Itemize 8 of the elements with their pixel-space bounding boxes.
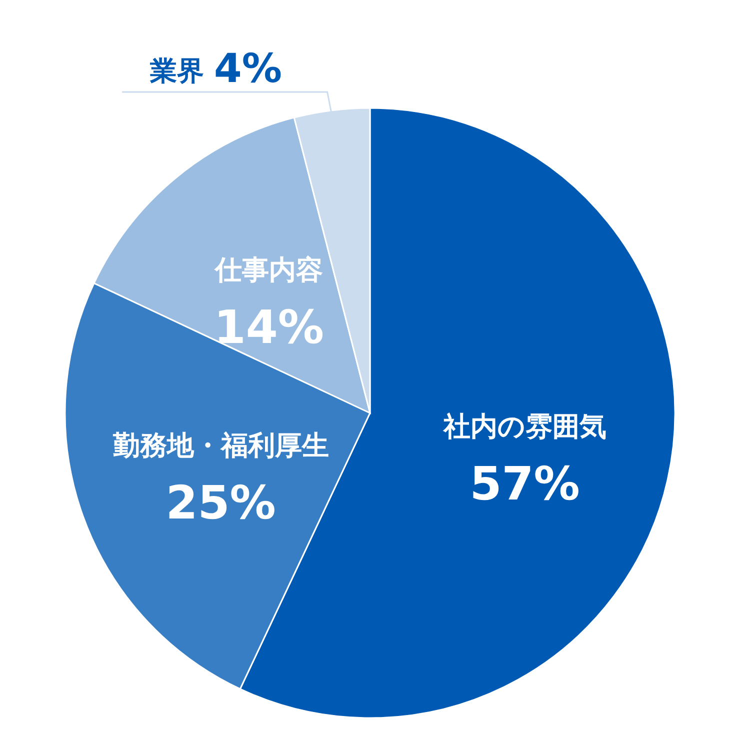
slice-label: 仕事内容: [214, 254, 323, 286]
data-label: 4%: [214, 46, 282, 92]
data-label: 57%: [470, 456, 580, 511]
slice-label: 勤務地・福利厚生: [112, 430, 329, 462]
data-label: 14%: [214, 300, 324, 354]
data-label: 25%: [166, 476, 276, 530]
slice-label: 業界: [149, 56, 204, 87]
slice-label: 社内の雰囲気: [442, 412, 606, 443]
